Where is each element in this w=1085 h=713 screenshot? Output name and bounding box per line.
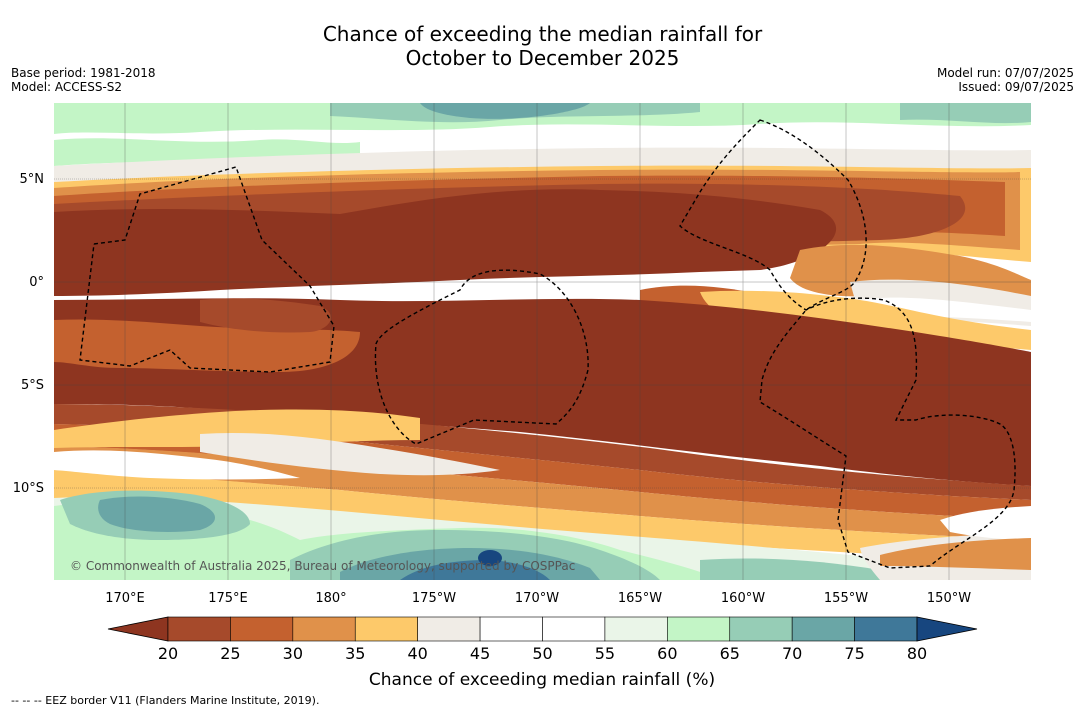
eez-legend-note: -- -- -- EEZ border V11 (Flanders Marine… [11,694,320,707]
colorbar-cell [854,616,918,642]
issued-date: Issued: 09/07/2025 [958,80,1074,94]
lon-label-175e: 175°E [208,591,248,606]
colorbar-cell [167,616,231,642]
colorbar-cell [417,616,481,642]
title-line-2: October to December 2025 [405,46,680,70]
colorbar-cell [542,616,606,642]
colorbar-tick-label: 20 [158,644,178,663]
lat-label-5s: 5°S [21,378,44,393]
lon-label-155w: 155°W [824,591,868,606]
colorbar-tick-label: 80 [907,644,927,663]
colorbar-cell [354,616,418,642]
meta-right: Model run: 07/07/2025 Issued: 09/07/2025 [937,66,1074,94]
colorbar-cells [167,616,918,642]
base-period: Base period: 1981-2018 [11,66,156,80]
eez-borders [79,119,1016,569]
meta-left: Base period: 1981-2018 Model: ACCESS-S2 [11,66,156,94]
model-run: Model run: 07/07/2025 [936,66,1074,80]
colorbar-tick-label: 40 [407,644,427,663]
map-field [54,103,1031,580]
lon-label-170e: 170°E [105,591,145,606]
title-line-1: Chance of exceeding the median rainfall … [322,22,763,46]
colorbar-tick-label: 35 [345,644,365,663]
colorbar-cell [667,616,731,642]
colorbar-tick-label: 50 [532,644,552,663]
lon-label-175w: 175°W [412,591,456,606]
colorbar-tick-label: 70 [782,644,802,663]
colorbar-tick-label: 55 [595,644,615,663]
colorbar-tick-label: 25 [220,644,240,663]
longitude-labels: 170°E 175°E 180° 175°W 170°W 165°W 160°W… [105,591,971,606]
lon-label-160w: 160°W [721,591,765,606]
colorbar-over-arrow [916,616,978,642]
colorbar-tick-label: 45 [470,644,490,663]
model-name: Model: ACCESS-S2 [11,80,123,94]
lat-label-0: 0° [29,275,44,290]
colorbar-tick-label: 75 [844,644,864,663]
colorbar-title: Chance of exceeding median rainfall (%) [369,670,715,690]
colorbar: 20 25 30 35 40 45 50 55 60 65 70 75 80 Chance of exc… [107,616,978,690]
colorbar-tick-label: 65 [720,644,740,663]
colorbar-under-arrow [107,616,169,642]
colorbar-ticks: 20 25 30 35 40 45 50 55 60 65 70 75 80 [158,644,927,663]
lon-label-170w: 170°W [515,591,559,606]
lon-label-165w: 165°W [618,591,662,606]
colorbar-tick-label: 30 [283,644,303,663]
colorbar-cell [791,616,855,642]
colorbar-cell [479,616,543,642]
graticule [54,103,1031,580]
lat-label-5n: 5°N [20,172,45,187]
colorbar-cell [604,616,668,642]
colorbar-cell [292,616,356,642]
copyright-notice: © Commonwealth of Australia 2025, Bureau… [70,559,575,573]
lon-label-180: 180° [315,591,346,606]
rainfall-map: © Commonwealth of Australia 2025, Bureau… [13,103,1031,690]
lon-label-150w: 150°W [927,591,971,606]
colorbar-tick-label: 60 [657,644,677,663]
colorbar-cell [729,616,793,642]
lat-label-10s: 10°S [13,481,44,496]
colorbar-cell [230,616,294,642]
latitude-labels: 5°N 0° 5°S 10°S [13,172,44,496]
map-title: Chance of exceeding the median rainfall … [0,22,1085,70]
